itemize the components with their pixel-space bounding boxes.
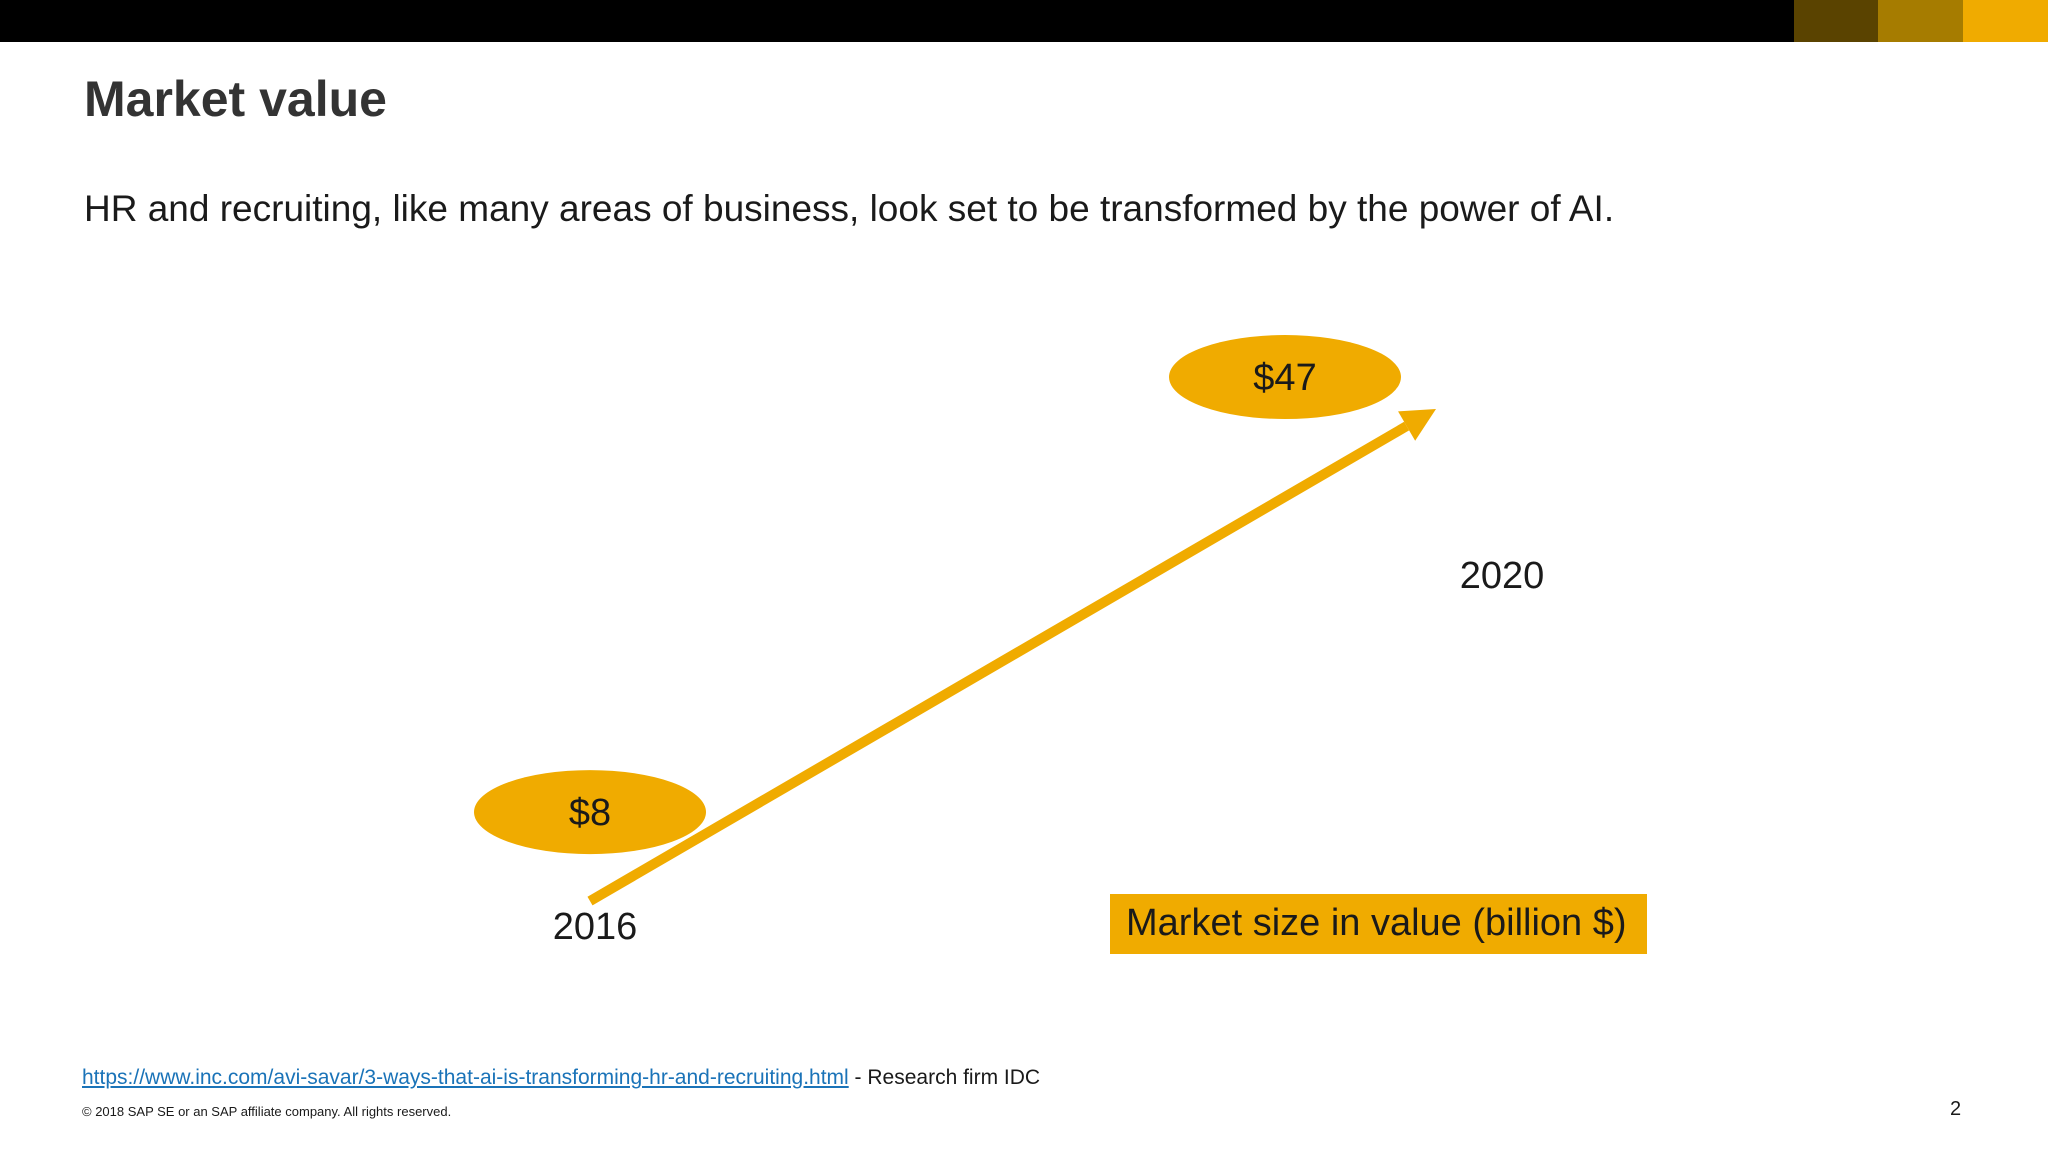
x-label-2020: 2020 bbox=[1460, 555, 1545, 597]
trend-arrow-line bbox=[587, 421, 1410, 906]
slide-subtitle: HR and recruiting, like many areas of bu… bbox=[84, 188, 1615, 229]
source-citation: https://www.inc.com/avi-savar/3-ways-tha… bbox=[82, 1066, 1040, 1090]
top-bar-block-accent bbox=[1963, 0, 2048, 42]
source-link[interactable]: https://www.inc.com/avi-savar/3-ways-tha… bbox=[82, 1066, 849, 1089]
value-bubble-2016 bbox=[474, 770, 706, 855]
legend-box: Market size in value (billion $) bbox=[1110, 894, 1647, 954]
page-number: 2 bbox=[1950, 1098, 1962, 1120]
x-label-2016: 2016 bbox=[553, 906, 638, 948]
top-bar bbox=[0, 0, 2048, 42]
page-title: Market value bbox=[84, 71, 387, 127]
value-bubble-2020 bbox=[1169, 335, 1401, 420]
copyright-notice: © 2018 SAP SE or an SAP affiliate compan… bbox=[82, 1104, 452, 1119]
top-bar-block-dark bbox=[1794, 0, 1878, 42]
top-bar-block-mid bbox=[1878, 0, 1963, 42]
trend-arrow-head bbox=[1398, 409, 1436, 441]
source-suffix: - Research firm IDC bbox=[848, 1066, 1041, 1089]
legend-label: Market size in value (billion $) bbox=[1126, 902, 1627, 944]
data-label-2020: $47 bbox=[1253, 357, 1316, 399]
data-label-2016: $8 bbox=[569, 792, 611, 834]
